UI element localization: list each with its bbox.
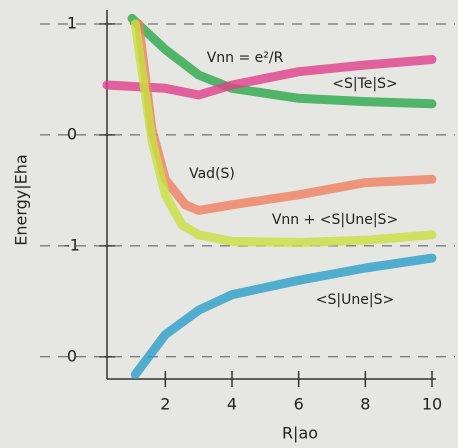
- y-axis-title: Energy|Eha: [12, 154, 31, 245]
- x-tick-label: 2: [160, 395, 170, 414]
- x-axis-title: R|ao: [282, 424, 318, 443]
- series-label: <S|Te|S>: [332, 76, 397, 92]
- x-tick-label: 4: [227, 395, 237, 414]
- chart: Energy|Eha R|ao 10-10246810Vnn = e²/R<S|…: [0, 0, 458, 448]
- y-tick-label: -1: [64, 235, 80, 254]
- y-tick-label: 1: [67, 13, 77, 32]
- series-label: Vnn + <S|Une|S>: [272, 212, 398, 228]
- series-label: <S|Une|S>: [316, 292, 394, 308]
- series-label: Vad(S): [189, 166, 235, 182]
- y-tick-label: 0: [67, 124, 77, 143]
- x-tick-label: 6: [294, 395, 304, 414]
- series-label: Vnn = e²/R: [207, 50, 284, 66]
- x-tick-label: 10: [422, 395, 442, 414]
- y-tick-label: 0: [67, 346, 77, 365]
- x-tick-label: 8: [360, 395, 370, 414]
